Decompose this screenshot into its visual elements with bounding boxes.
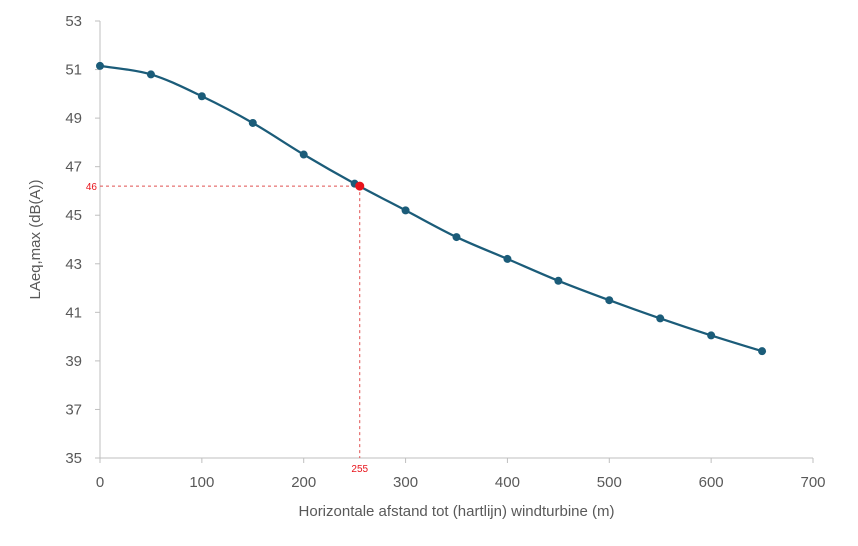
y-tick-label: 35 (65, 450, 82, 467)
series-group (96, 61, 767, 356)
annotation-y-label: 46 (86, 182, 98, 193)
data-point (96, 61, 104, 70)
annotation (100, 185, 361, 458)
data-point (248, 118, 257, 127)
data-point (758, 347, 767, 356)
x-tick-label: 700 (800, 474, 825, 491)
x-tick-label: 0 (96, 474, 104, 491)
y-tick-label: 47 (65, 159, 82, 176)
data-point (299, 150, 308, 159)
axes (99, 21, 813, 459)
data-point (656, 314, 665, 323)
x-tick-label: 200 (291, 474, 316, 491)
y-axis-title: LAeq,max (dB(A)) (27, 179, 44, 299)
data-point (605, 296, 614, 305)
x-tick-label: 400 (495, 474, 520, 491)
data-point (146, 70, 155, 79)
annotation-marks: 255 46 (86, 181, 369, 475)
y-tick-label: 53 (65, 13, 82, 30)
y-tick-label: 51 (65, 62, 82, 79)
x-tick-label: 600 (699, 474, 724, 491)
data-point (401, 206, 410, 215)
data-point (554, 276, 563, 285)
data-point (197, 92, 206, 101)
series-line (99, 64, 763, 353)
x-tick-label: 100 (189, 474, 214, 491)
annotation-point (355, 181, 365, 191)
y-tick-label: 37 (65, 401, 82, 418)
y-tick-labels: 35 37 39 41 43 45 47 49 51 53 (65, 13, 100, 467)
y-tick-label: 43 (65, 256, 82, 273)
y-tick-label: 41 (65, 304, 82, 321)
x-axis-title: Horizontale afstand tot (hartlijn) windt… (299, 503, 615, 520)
y-tick-label: 45 (65, 207, 82, 224)
y-tick-label: 39 (65, 353, 82, 370)
annotation-x-label: 255 (351, 464, 368, 475)
data-point (503, 254, 512, 263)
x-tick-label: 300 (393, 474, 418, 491)
data-point (707, 331, 716, 340)
x-tick-label: 500 (597, 474, 622, 491)
x-tick-labels: 0 100 200 300 400 500 600 700 (96, 458, 826, 491)
data-point (452, 233, 461, 242)
y-tick-label: 49 (65, 110, 82, 127)
